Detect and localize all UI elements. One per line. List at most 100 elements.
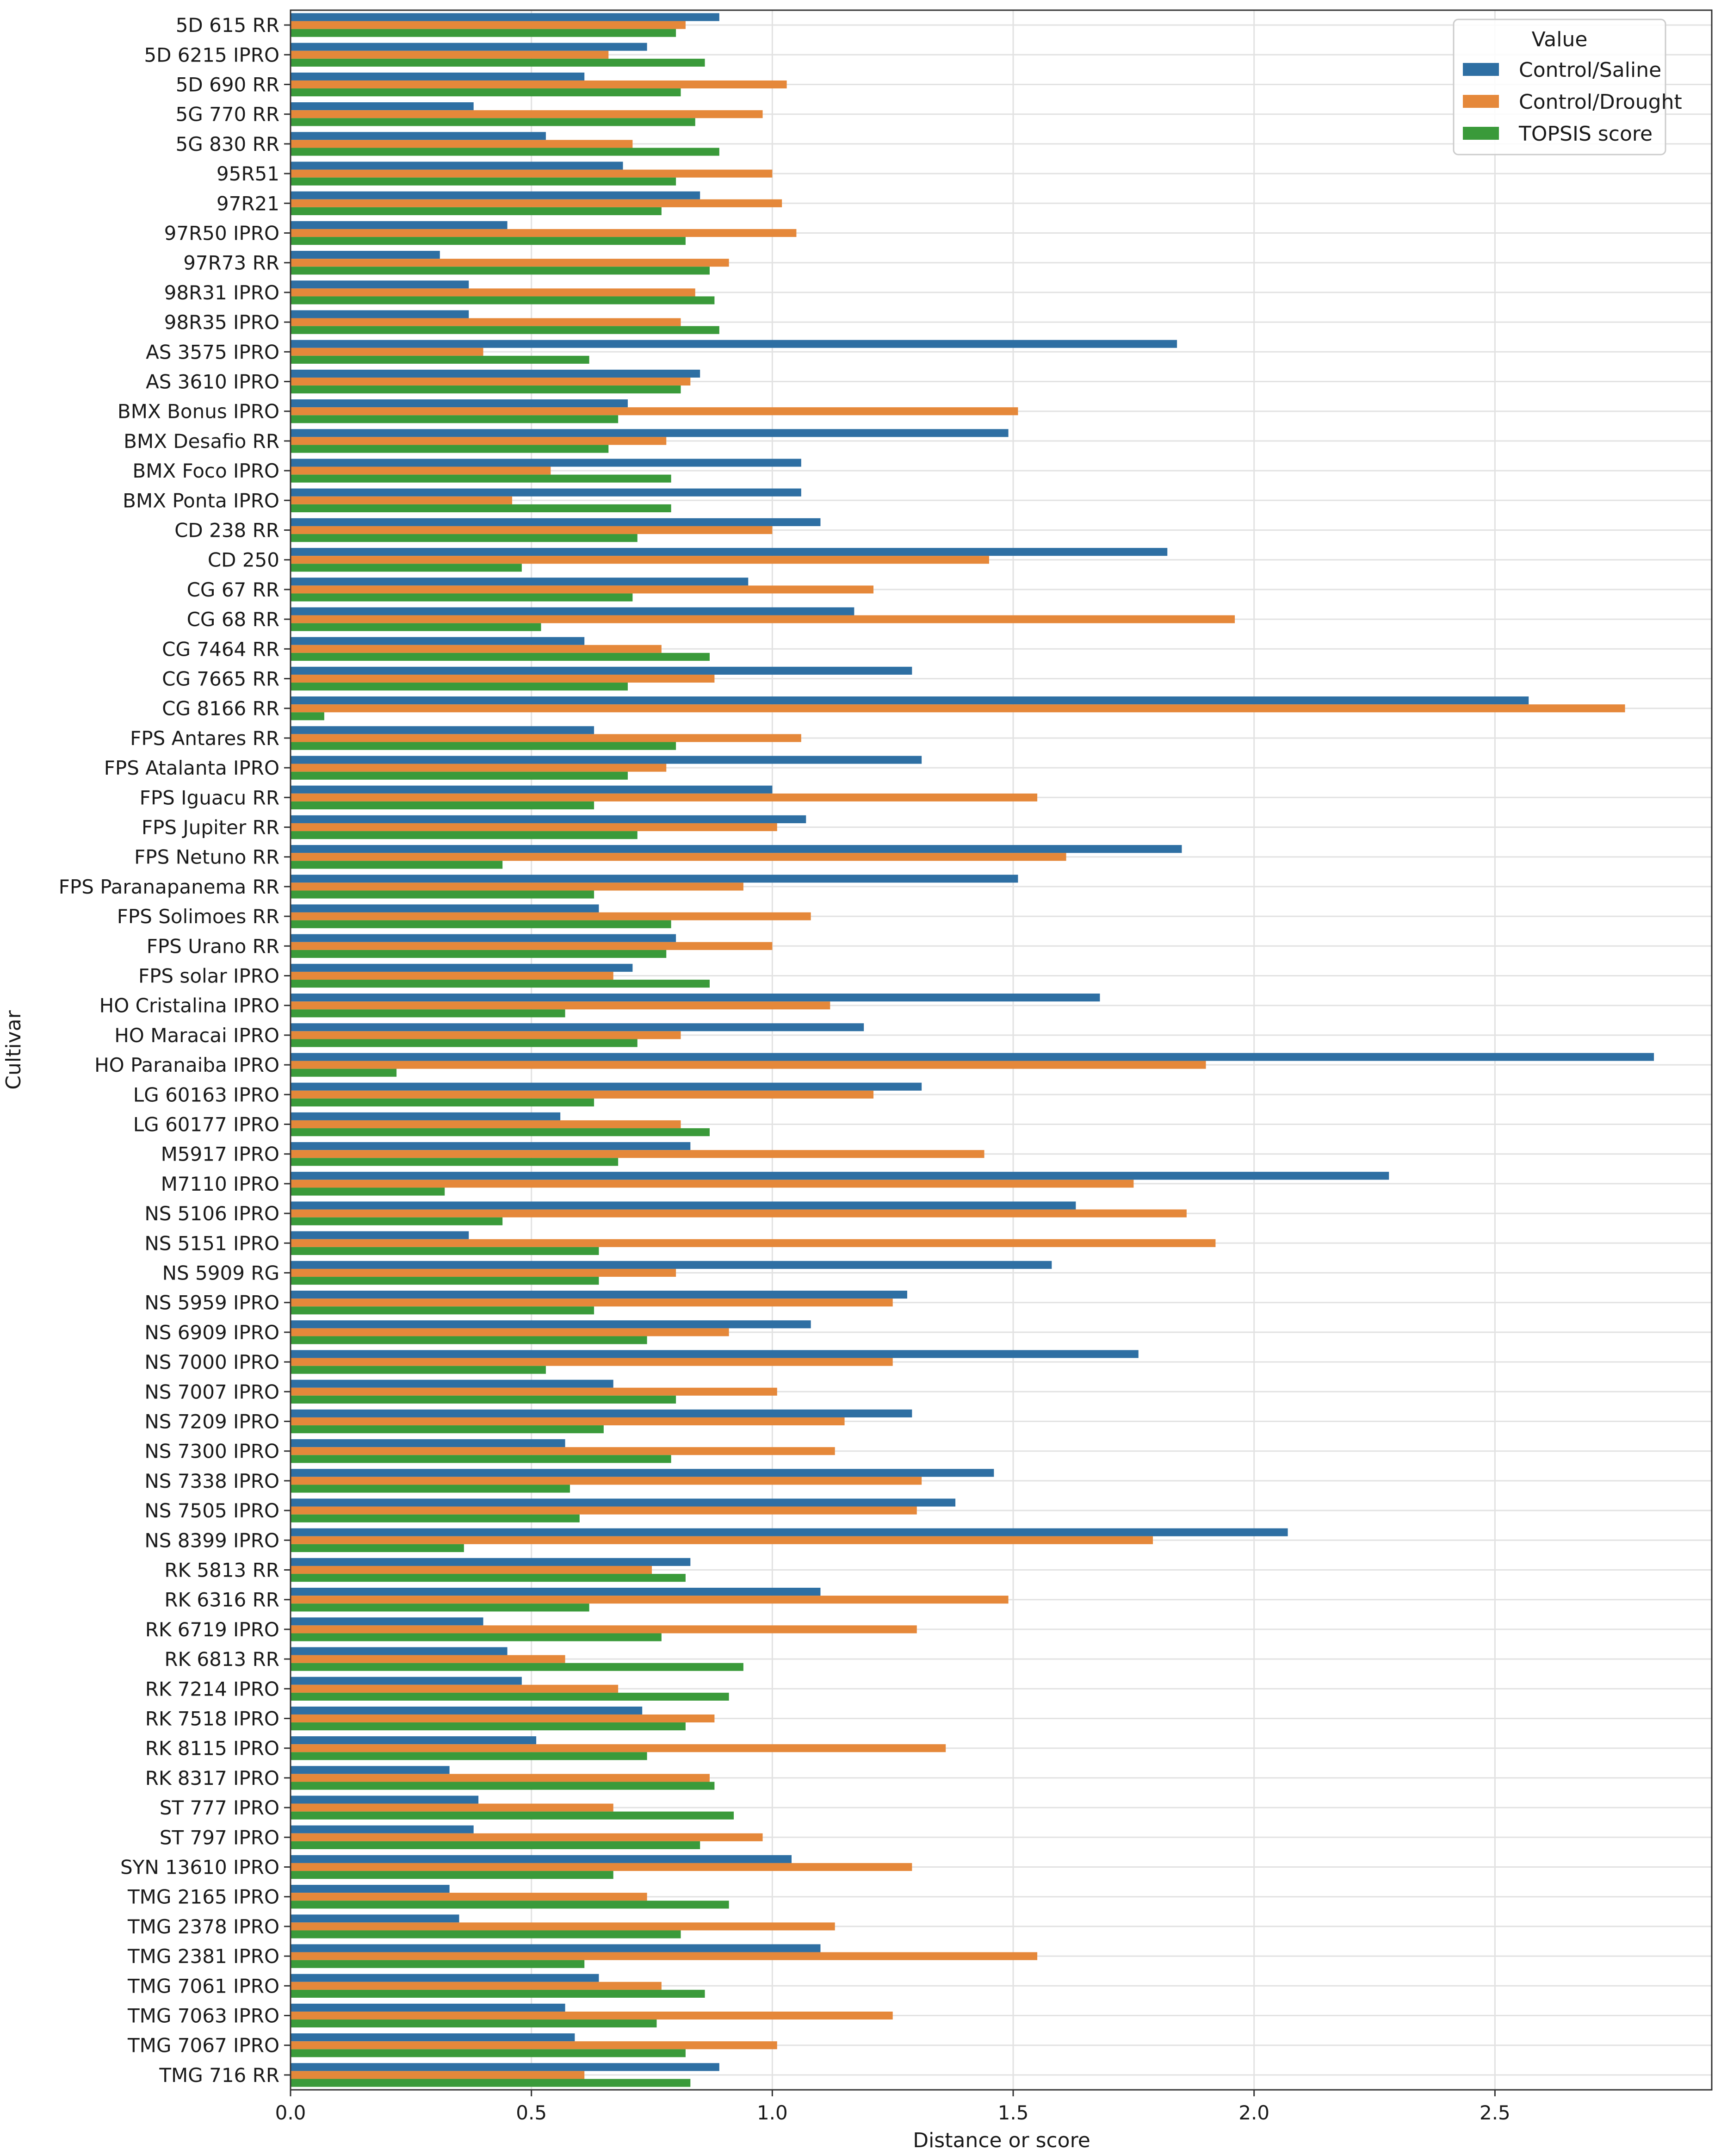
- bar-control-saline-ns-7300-ipro: [291, 1439, 565, 1448]
- bar-control-saline-syn-13610-ipro: [291, 1855, 792, 1863]
- bar-control-saline-ns-8399-ipro: [291, 1528, 1288, 1536]
- bar-control-saline-tmg-2378-ipro: [291, 1914, 459, 1923]
- bar-control-saline-lg-60177-ipro: [291, 1112, 561, 1120]
- bar-control-drought-cg-67-rr: [291, 585, 874, 594]
- bar-control-drought-cg-68-rr: [291, 615, 1235, 623]
- y-tick-label: TMG 2165 IPRO: [127, 1886, 279, 1908]
- bar-control-drought-5g-770-rr: [291, 110, 763, 118]
- bar-control-drought-98r31-ipro: [291, 288, 695, 297]
- bar-control-saline-98r35-ipro: [291, 310, 469, 318]
- y-tick-label: TMG 2378 IPRO: [127, 1915, 279, 1938]
- bar-control-drought-97r73-rr: [291, 259, 729, 267]
- bar-control-saline-ns-7338-ipro: [291, 1469, 994, 1477]
- bar-control-saline-rk-6813-rr: [291, 1647, 508, 1655]
- bar-control-drought-syn-13610-ipro: [291, 1863, 912, 1871]
- bar-topsis-score-cd-238-rr: [291, 534, 638, 542]
- bar-control-saline-cg-8166-rr: [291, 696, 1529, 705]
- legend: Value Control/Saline Control/Drought TOP…: [1453, 19, 1682, 155]
- bar-topsis-score-fps-atalanta-ipro: [291, 771, 628, 780]
- bar-control-saline-fps-solar-ipro: [291, 963, 633, 972]
- bar-control-drought-cd-238-rr: [291, 526, 773, 534]
- y-tick-label: 5D 6215 IPRO: [144, 43, 279, 66]
- bar-topsis-score-rk-8115-ipro: [291, 1752, 647, 1760]
- bar-control-drought-ns-5959-ipro: [291, 1299, 893, 1307]
- y-tick-label: CG 8166 RR: [162, 697, 279, 720]
- x-axis-ticks: 0.0 0.5 1.0 1.5 2.0 2.5: [275, 2090, 1511, 2124]
- bar-control-drought-st-777-ipro: [291, 1803, 613, 1812]
- y-tick-label: NS 5106 IPRO: [144, 1202, 279, 1225]
- bar-control-drought-as-3575-ipro: [291, 348, 483, 356]
- bar-control-drought-lg-60163-ipro: [291, 1090, 874, 1099]
- bar-control-saline-97r73-rr: [291, 251, 440, 259]
- bar-topsis-score-tmg-2378-ipro: [291, 1930, 681, 1939]
- bar-control-saline-fps-antares-rr: [291, 726, 594, 734]
- bar-topsis-score-5g-770-rr: [291, 118, 695, 126]
- bar-control-saline-cd-238-rr: [291, 518, 821, 526]
- y-tick-label: 5D 690 RR: [176, 74, 279, 96]
- bar-control-drought-fps-solimoes-rr: [291, 912, 811, 920]
- bar-control-drought-5d-6215-ipro: [291, 50, 609, 59]
- bar-control-saline-tmg-2165-ipro: [291, 1885, 450, 1893]
- bar-control-drought-fps-atalanta-ipro: [291, 764, 667, 772]
- y-tick-label: AS 3610 IPRO: [146, 371, 279, 393]
- bar-control-drought-bmx-foco-ipro: [291, 466, 551, 475]
- bar-control-drought-fps-solar-ipro: [291, 971, 613, 980]
- y-tick-label: TMG 716 RR: [159, 2064, 279, 2087]
- y-tick-label: TMG 7061 IPRO: [127, 1975, 279, 1997]
- legend-swatch-control-saline: [1463, 63, 1499, 76]
- bar-topsis-score-bmx-desafio-rr: [291, 445, 609, 453]
- bar-topsis-score-rk-8317-ipro: [291, 1782, 715, 1790]
- bar-topsis-score-ns-5106-ipro: [291, 1217, 503, 1225]
- bar-control-drought-ho-cristalina-ipro: [291, 1001, 830, 1010]
- bar-control-drought-cg-8166-rr: [291, 704, 1625, 713]
- bar-control-drought-rk-8317-ipro: [291, 1774, 710, 1782]
- bar-topsis-score-bmx-bonus-ipro: [291, 415, 619, 423]
- y-tick-label: CD 250: [208, 549, 279, 572]
- bar-topsis-score-fps-paranapanema-rr: [291, 890, 594, 899]
- y-tick-label: LG 60177 IPRO: [133, 1113, 279, 1136]
- y-tick-label: 97R73 RR: [183, 252, 279, 274]
- bar-topsis-score-ho-paranaiba-ipro: [291, 1069, 397, 1077]
- y-tick-label: RK 7214 IPRO: [145, 1678, 279, 1700]
- bar-control-drought-5d-615-rr: [291, 21, 686, 29]
- bar-control-drought-ns-6909-ipro: [291, 1328, 729, 1336]
- y-tick-label: NS 7505 IPRO: [144, 1499, 279, 1522]
- bar-topsis-score-ns-5959-ipro: [291, 1306, 594, 1315]
- bar-topsis-score-ns-6909-ipro: [291, 1336, 647, 1344]
- bar-topsis-score-ns-5909-rg: [291, 1277, 599, 1285]
- bar-topsis-score-m7110-ipro: [291, 1187, 445, 1196]
- bar-control-saline-fps-jupiter-rr: [291, 815, 806, 823]
- bar-control-saline-fps-solimoes-rr: [291, 904, 599, 913]
- y-tick-label: BMX Desafio RR: [124, 430, 279, 453]
- bar-control-drought-ho-maracai-ipro: [291, 1031, 681, 1039]
- bar-control-saline-98r31-ipro: [291, 280, 469, 289]
- bar-topsis-score-ns-7007-ipro: [291, 1395, 676, 1404]
- bar-topsis-score-97r73-rr: [291, 267, 710, 275]
- bar-topsis-score-fps-antares-rr: [291, 742, 676, 750]
- bar-topsis-score-5d-6215-ipro: [291, 58, 705, 67]
- y-tick-label: CG 7665 RR: [162, 668, 279, 690]
- bar-control-drought-bmx-desafio-rr: [291, 437, 667, 445]
- bar-control-drought-bmx-ponta-ipro: [291, 496, 513, 504]
- y-tick-label: 95R51: [217, 162, 279, 185]
- bar-control-drought-ns-5151-ipro: [291, 1239, 1216, 1247]
- bar-control-drought-rk-5813-rr: [291, 1566, 652, 1574]
- y-tick-label: CD 238 RR: [174, 519, 279, 542]
- bar-control-drought-as-3610-ipro: [291, 377, 691, 386]
- bar-control-drought-98r35-ipro: [291, 318, 681, 326]
- y-tick-label: 97R21: [217, 192, 279, 215]
- bar-control-saline-rk-8115-ipro: [291, 1736, 537, 1745]
- bar-control-saline-fps-paranapanema-rr: [291, 875, 1018, 883]
- bar-control-drought-rk-7214-ipro: [291, 1684, 619, 1693]
- bar-topsis-score-ns-7300-ipro: [291, 1455, 671, 1463]
- y-tick-label: LG 60163 IPRO: [133, 1083, 279, 1106]
- bar-control-drought-ho-paranaiba-ipro: [291, 1061, 1206, 1069]
- y-tick-label: M7110 IPRO: [161, 1173, 279, 1195]
- bar-control-saline-ho-paranaiba-ipro: [291, 1053, 1654, 1061]
- y-tick-label: NS 7338 IPRO: [144, 1470, 279, 1492]
- y-tick-label: FPS Atalanta IPRO: [104, 757, 279, 779]
- bar-control-saline-m5917-ipro: [291, 1142, 691, 1150]
- bar-control-saline-lg-60163-ipro: [291, 1082, 922, 1091]
- y-tick-label: 98R35 IPRO: [164, 311, 279, 334]
- bar-control-drought-st-797-ipro: [291, 1833, 763, 1841]
